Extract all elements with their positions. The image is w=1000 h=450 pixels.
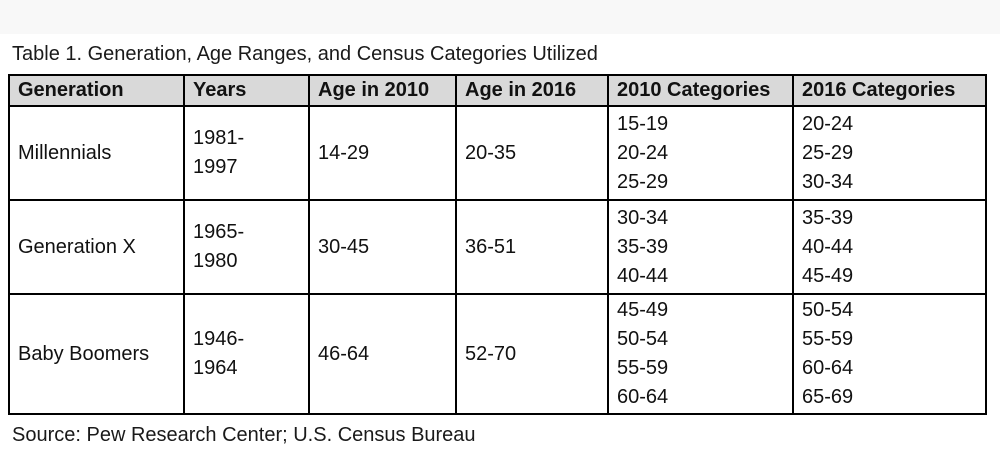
cell-age-2010: 46-64 <box>308 293 457 415</box>
cell-age-2010: 30-45 <box>308 199 457 295</box>
table-row-generation-x: Generation X 1965- 1980 30-45 36-51 30-3… <box>8 199 987 295</box>
category-line: 50-54 <box>617 328 669 350</box>
category-line: 35-39 <box>802 206 854 229</box>
category-line: 55-59 <box>617 357 669 379</box>
cell-categories-2016: 20-24 25-29 30-34 <box>792 105 987 201</box>
cell-age-2016: 20-35 <box>455 105 609 201</box>
cell-categories-2010: 15-19 20-24 25-29 <box>607 105 794 201</box>
cell-generation: Generation X <box>8 199 185 295</box>
category-line: 55-59 <box>802 328 854 350</box>
category-line: 60-64 <box>802 357 854 379</box>
source-note: Source: Pew Research Center; U.S. Census… <box>12 424 476 446</box>
col-header-age-2016: Age in 2016 <box>455 74 609 107</box>
table-row-baby-boomers: Baby Boomers 1946- 1964 46-64 52-70 45-4… <box>8 293 987 415</box>
category-line: 45-49 <box>802 264 854 287</box>
cell-years: 1946- 1964 <box>183 293 310 415</box>
header-row: Generation Years Age in 2010 Age in 2016… <box>8 74 987 107</box>
top-band <box>0 0 1000 34</box>
cell-categories-2016: 50-54 55-59 60-64 65-69 <box>792 293 987 415</box>
col-header-years: Years <box>183 74 310 107</box>
cell-age-2016: 52-70 <box>455 293 609 415</box>
category-line: 40-44 <box>802 235 854 258</box>
cell-years: 1981- 1997 <box>183 105 310 201</box>
generations-table: Generation Years Age in 2010 Age in 2016… <box>8 74 987 415</box>
table-title: Table 1. Generation, Age Ranges, and Cen… <box>12 43 598 65</box>
category-line: 35-39 <box>617 235 669 258</box>
cell-age-2016: 36-51 <box>455 199 609 295</box>
category-line: 25-29 <box>617 170 669 193</box>
cell-categories-2010: 45-49 50-54 55-59 60-64 <box>607 293 794 415</box>
category-line: 45-49 <box>617 299 669 321</box>
category-line: 20-24 <box>802 112 854 135</box>
cell-categories-2016: 35-39 40-44 45-49 <box>792 199 987 295</box>
category-line: 40-44 <box>617 264 669 287</box>
col-header-age-2010: Age in 2010 <box>308 74 457 107</box>
category-line: 30-34 <box>617 206 669 229</box>
cell-categories-2010: 30-34 35-39 40-44 <box>607 199 794 295</box>
category-line: 60-64 <box>617 386 669 408</box>
cell-age-2010: 14-29 <box>308 105 457 201</box>
cell-generation: Millennials <box>8 105 185 201</box>
col-header-generation: Generation <box>8 74 185 107</box>
category-line: 15-19 <box>617 112 669 135</box>
cell-generation: Baby Boomers <box>8 293 185 415</box>
col-header-2010-categories: 2010 Categories <box>607 74 794 107</box>
category-line: 30-34 <box>802 170 854 193</box>
category-line: 25-29 <box>802 141 854 164</box>
category-line: 50-54 <box>802 299 854 321</box>
cell-years: 1965- 1980 <box>183 199 310 295</box>
col-header-2016-categories: 2016 Categories <box>792 74 987 107</box>
category-line: 20-24 <box>617 141 669 164</box>
table-row-millennials: Millennials 1981- 1997 14-29 20-35 15-19… <box>8 105 987 201</box>
category-line: 65-69 <box>802 386 854 408</box>
